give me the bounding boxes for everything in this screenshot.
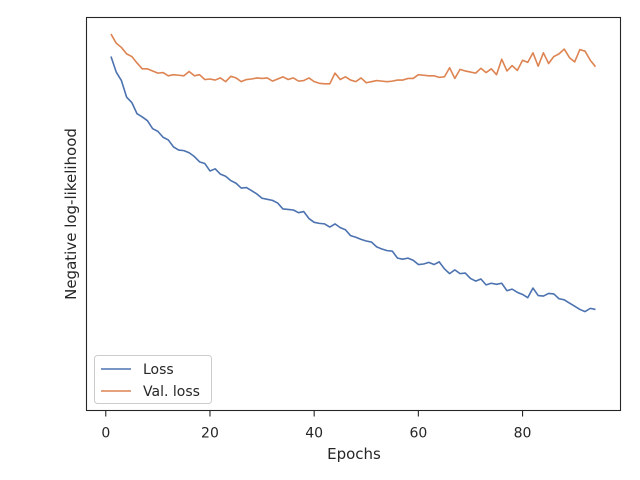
series-layer bbox=[110, 33, 597, 313]
x-tick-label: 80 bbox=[514, 426, 532, 442]
legend-label-val-loss: Val. loss bbox=[143, 384, 200, 400]
legend: Loss Val. loss bbox=[94, 355, 212, 404]
x-axis-ticks: 0 20 40 60 80 bbox=[101, 410, 532, 442]
plot-area bbox=[85, 16, 622, 412]
x-tick-label: 60 bbox=[409, 426, 427, 442]
y-axis-label: Negative log-likelihood bbox=[62, 128, 80, 300]
x-axis-label: Epochs bbox=[327, 445, 381, 463]
legend-label-loss: Loss bbox=[143, 362, 174, 378]
x-tick-label: 0 bbox=[101, 426, 110, 442]
x-tick-label: 40 bbox=[305, 426, 323, 442]
x-tick-label: 20 bbox=[201, 426, 219, 442]
series-line-loss bbox=[110, 56, 596, 313]
series-line-val-loss bbox=[110, 33, 597, 85]
